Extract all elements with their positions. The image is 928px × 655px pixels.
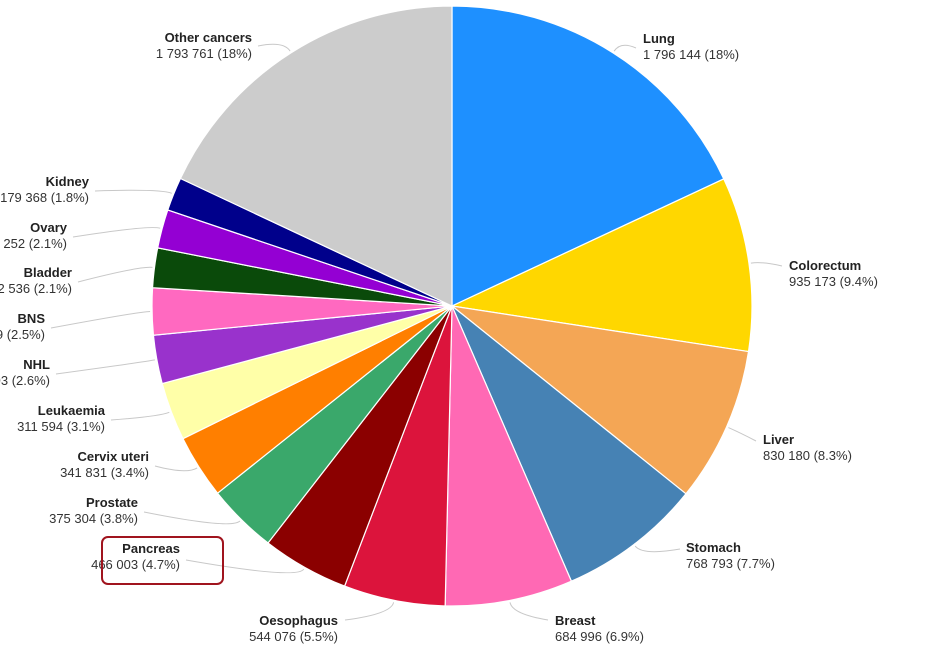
leader-line [344,602,395,621]
pie-slice-liver [449,305,750,495]
leader-line [750,262,783,267]
slice-label-name: Leukaemia [38,403,106,418]
highlight-box [101,536,224,585]
slice-label-name: Colorectum [789,258,861,273]
slice-label-name: Bladder [24,265,72,280]
leader-lines [50,43,783,621]
slice-label-value: 251 329 (2.5%) [0,327,45,342]
slice-label-name: Prostate [86,495,138,510]
slice-label-value: 212 536 (2.1%) [0,281,72,296]
slice-label-value: 1 796 144 (18%) [643,47,739,62]
pie-slice-stomach [451,305,687,582]
leader-line [110,411,170,421]
slice-label-name: Oesophagus [259,613,338,628]
slice-label-value: 179 368 (1.8%) [0,190,89,205]
slice-label-value: 341 831 (3.4%) [60,465,149,480]
slice-label-value: 311 594 (3.1%) [17,419,105,434]
slice-label-value: 375 304 (3.8%) [49,511,138,526]
leader-line [154,465,198,472]
leader-line [55,359,155,375]
slice-label-value: 935 173 (9.4%) [789,274,878,289]
leader-line [185,559,305,574]
slice-label-name: Liver [763,432,794,447]
slice-label-name: BNS [18,311,46,326]
slice-label-name: Kidney [46,174,90,189]
slice-label-value: 830 180 (8.3%) [763,448,852,463]
slice-label-value: 768 793 (7.7%) [686,556,775,571]
leader-line [72,227,161,238]
slice-label-value: 466 003 (4.7%) [91,557,180,572]
leader-line [509,602,549,621]
slice-label-value: 544 076 (5.5%) [249,629,338,644]
slice-label-name: Lung [643,31,675,46]
slice-label-value: 1 793 761 (18%) [156,46,252,61]
slice-label-name: Other cancers [165,30,252,45]
leader-line [94,189,172,194]
leader-line [143,511,241,525]
slice-label-name: Breast [555,613,596,628]
pie-slice-lung [451,5,725,307]
leader-line [257,43,291,52]
slice-label-value: 207 252 (2.1%) [0,236,67,251]
slice-label-value: 259 793 (2.6%) [0,373,50,388]
slice-label-name: Ovary [30,220,68,235]
slice-label-name: Cervix uteri [77,449,149,464]
slice-label-value: 684 996 (6.9%) [555,629,644,644]
leader-line [634,545,681,553]
pie-slice-breast [444,305,573,607]
pie-slice-other-cancers [179,5,453,307]
leader-line [77,266,153,283]
slice-label-name: Stomach [686,540,741,555]
leader-line [50,311,151,329]
slice-label-name: NHL [23,357,50,372]
slice-label-name: Pancreas [122,541,180,556]
leader-line [613,44,637,52]
leader-line [728,427,757,442]
pie-slices [151,5,753,607]
pie-slice-colorectum [449,178,753,353]
